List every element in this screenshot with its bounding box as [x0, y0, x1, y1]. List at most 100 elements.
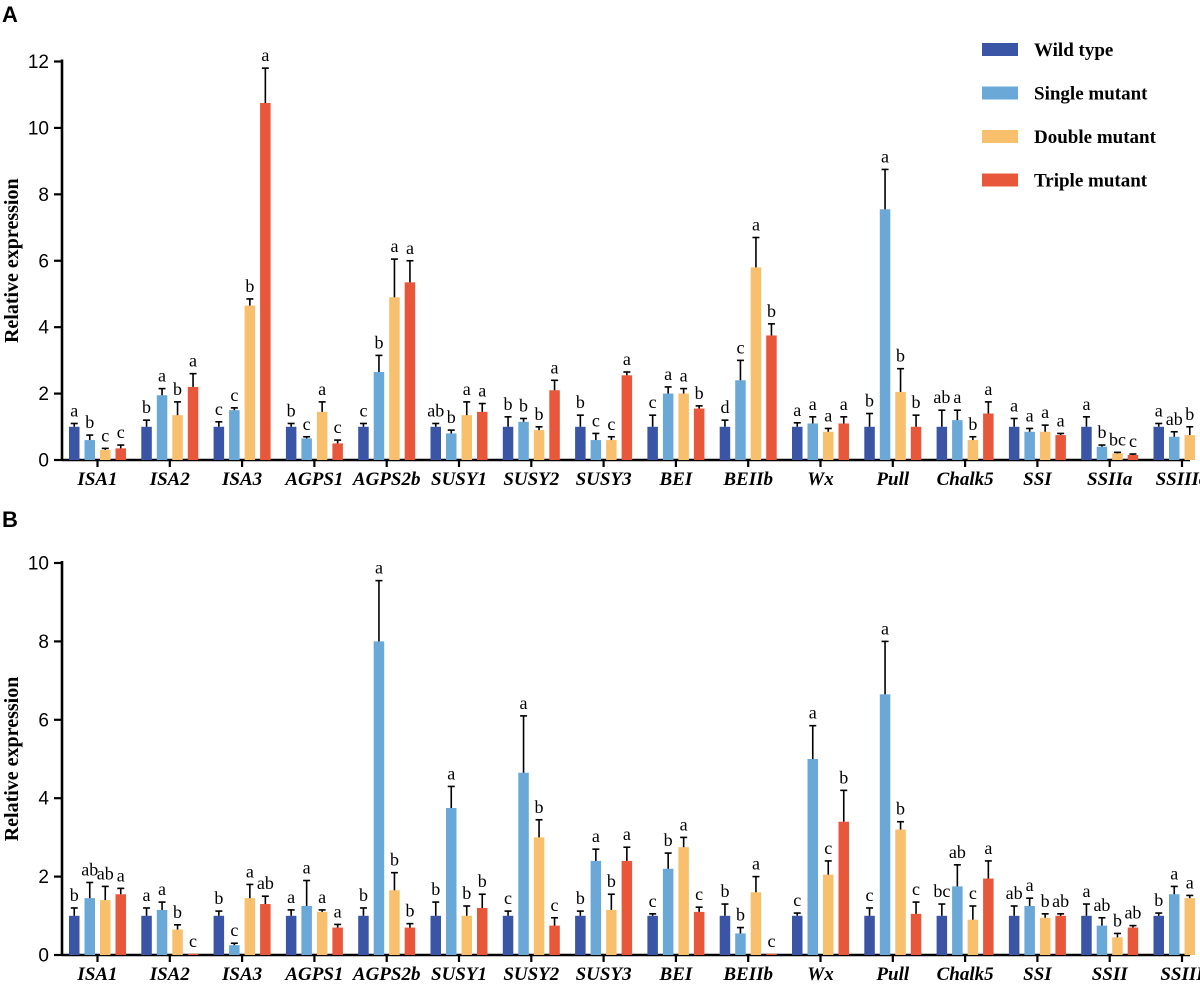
panel-b-significance-label: a [1170, 863, 1178, 883]
panel-a-x-tick-label-isa2: ISA2 [149, 469, 191, 490]
panel-a-bar-triple-beiib [766, 335, 777, 460]
panel-b-significance-label: ab [81, 859, 98, 879]
panel-a-bar-double-chalk5 [967, 440, 979, 460]
panel-b-bar-wt-wx [792, 915, 803, 955]
panel-b-significance-label: a [592, 826, 600, 846]
panel-b-x-tick-label-wx: Wx [807, 964, 834, 985]
panel-a-y-tick-label: 0 [38, 451, 49, 472]
panel-b-x-tick-label-isa3: ISA3 [221, 964, 262, 985]
panel-b-bar-double-susy3 [606, 909, 617, 955]
panel-b-significance-label: b [1041, 891, 1050, 911]
panel-a-significance-label: c [334, 417, 342, 437]
panel-b-bar-wt-susy1 [430, 915, 441, 955]
panel-a-y-tick-label: 6 [38, 251, 49, 272]
panel-b-significance-label: a [809, 703, 817, 723]
panel-a-bar-wt-chalk5 [936, 426, 948, 460]
panel-b-significance-label: a [1186, 872, 1194, 892]
panel-b-significance-label: c [969, 883, 977, 903]
panel-a-bar-wt-isa2 [141, 426, 152, 460]
panel-a-significance-label: a [406, 238, 414, 258]
panel-b-x-tick-label-ssii: SSII [1092, 964, 1129, 985]
panel-b-significance-label: b [720, 881, 729, 901]
panel-b-bar-single-susy1 [446, 808, 457, 955]
panel-b-bar-triple-pull [910, 913, 922, 955]
panel-b-bar-triple-isa2 [187, 953, 199, 955]
panel-b-y-tick-label: 10 [28, 554, 49, 575]
panel-a-bar-double-bei [678, 393, 689, 460]
panel-a-bar-wt-susy2 [502, 426, 514, 460]
panel-b-significance-label: b [576, 888, 585, 908]
panel-b-significance-label: b [70, 885, 79, 905]
panel-a-significance-label: a [158, 366, 166, 386]
panel-b-bar-single-isa3 [229, 945, 240, 955]
legend-label-wt: Wild type [1034, 40, 1113, 61]
panel-b-bar-triple-bei [693, 911, 705, 955]
panel-b-bar-double-wx [823, 874, 834, 955]
panel-b-bar-single-chalk5 [952, 886, 963, 955]
panel-b-bar-wt-agps1 [285, 915, 297, 955]
panel-a-bar-triple-isa1 [115, 448, 126, 460]
panel-b-significance-label: a [680, 814, 688, 834]
panel-b-x-tick-label-bei: BEI [659, 964, 693, 985]
panel-b-bar-triple-isa1 [115, 894, 126, 955]
panel-a-bar-triple-ssi [1055, 435, 1066, 460]
panel-a-significance-label: a [1010, 395, 1018, 415]
panel-a-significance-label: b [287, 400, 296, 420]
panel-a-bar-triple-bei [693, 408, 705, 460]
panel-a-significance-label: a [1082, 394, 1090, 414]
panel-a-significance-label: b [896, 346, 905, 366]
panel-b-significance-label: b [607, 871, 616, 891]
panel-a-significance-label: b [142, 397, 151, 417]
panel-a-bar-double-ssiia [1112, 453, 1123, 460]
panel-a-x-tick-label-susy2: SUSY2 [503, 469, 559, 490]
panel-a-significance-label: c [117, 422, 125, 442]
panel-b-bar-wt-isa1 [69, 915, 80, 955]
panel-b-y-axis-label: Relative expression [1, 677, 23, 842]
panel-b-label: B [2, 507, 18, 532]
panel-b-bar-double-agps2b [389, 890, 400, 955]
panel-b-bar-single-susy2 [518, 772, 529, 955]
panel-b-significance-label: c [912, 879, 920, 899]
panel-b-y-tick-label: 8 [38, 632, 49, 653]
panel-a-x-tick-label-pull: Pull [875, 469, 909, 490]
panel-a-significance-label: a [261, 45, 269, 65]
panel-a-bar-triple-agps1 [332, 443, 343, 460]
panel-a-significance-label: ab [933, 387, 950, 407]
panel-b-x-tick-label-pull: Pull [875, 964, 909, 985]
panel-b-significance-label: c [793, 890, 801, 910]
panel-b-significance-label: b [359, 885, 368, 905]
legend-swatch-triple [982, 173, 1018, 187]
panel-a-bar-triple-agps2b [404, 282, 416, 460]
panel-a-significance-label: b [695, 383, 704, 403]
panel-b-bar-single-agps1 [301, 906, 312, 955]
panel-b-bar-double-agps1 [316, 911, 328, 955]
panel-b-bar-double-bei [678, 847, 689, 955]
panel-b-significance-label: a [318, 887, 326, 907]
panel-a-label: A [2, 2, 18, 27]
panel-a-significance-label: b [535, 404, 544, 424]
panel-a-significance-label: a [1026, 405, 1034, 425]
panel-a-bar-wt-pull [864, 426, 875, 460]
panel-b-bar-wt-isa3 [213, 915, 225, 955]
panel-b-significance-label: b [896, 799, 905, 819]
panel-a-x-tick-label-susy3: SUSY3 [576, 469, 632, 490]
panel-b-significance-label: ab [1052, 891, 1069, 911]
panel-b-significance-label: b [839, 767, 848, 787]
panel-b-bar-double-ssii [1112, 937, 1123, 955]
panel-a-significance-label: c [592, 410, 600, 430]
panel-a-significance-label: a [1155, 400, 1163, 420]
panel-b-bar-wt-ssi [1008, 915, 1020, 955]
panel-b-x-tick-label-susy2: SUSY2 [503, 964, 559, 985]
panel-a-bar-wt-susy1 [430, 426, 441, 460]
panel-b-bar-single-beiib [735, 933, 746, 955]
panel-b-bar-double-isa2 [172, 929, 183, 955]
panel-a-bar-wt-ssiiia [1153, 426, 1164, 460]
panel-b-bar-wt-isa2 [141, 915, 152, 955]
panel-a-bar-triple-chalk5 [983, 413, 994, 460]
panel-a-significance-label: b [968, 414, 977, 434]
panel-b-bar-single-isa1 [84, 898, 95, 955]
panel-a-significance-label: a [824, 405, 832, 425]
panel-b-significance-label: ab [949, 842, 966, 862]
panel-a-significance-label: b [173, 379, 182, 399]
